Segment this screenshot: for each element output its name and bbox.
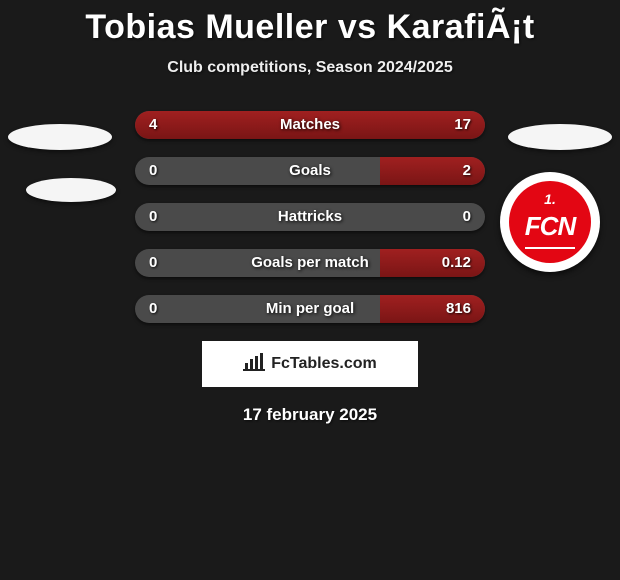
bar-chart-icon: [243, 353, 265, 376]
stat-row: 0816Min per goal: [135, 295, 485, 323]
stat-label: Goals: [135, 157, 485, 185]
stat-label: Goals per match: [135, 249, 485, 277]
stat-row: 00Hattricks: [135, 203, 485, 231]
brand-box: FcTables.com: [202, 341, 418, 387]
stat-label: Hattricks: [135, 203, 485, 231]
club-badge-top-text: 1.: [544, 191, 556, 207]
date-label: 17 february 2025: [0, 405, 620, 425]
club-badge-inner: 1. FCN: [509, 181, 591, 263]
club-badge-underline: [525, 247, 575, 249]
page-subtitle: Club competitions, Season 2024/2025: [0, 59, 620, 77]
club-badge: 1. FCN: [500, 172, 600, 272]
page-title: Tobias Mueller vs KarafiÃ¡t: [0, 0, 620, 47]
stats-comparison: 417Matches 02Goals 00Hattricks 00.12Goals p…: [135, 111, 485, 323]
stat-label: Min per goal: [135, 295, 485, 323]
stat-row: 00.12Goals per match: [135, 249, 485, 277]
brand-text: FcTables.com: [271, 355, 377, 373]
player-left-badge-placeholder-1: [8, 124, 112, 150]
stat-label: Matches: [135, 111, 485, 139]
club-badge-main-text: FCN: [525, 211, 575, 242]
player-right-badge-placeholder: [508, 124, 612, 150]
stat-row: 417Matches: [135, 111, 485, 139]
stat-row: 02Goals: [135, 157, 485, 185]
player-left-badge-placeholder-2: [26, 178, 116, 202]
